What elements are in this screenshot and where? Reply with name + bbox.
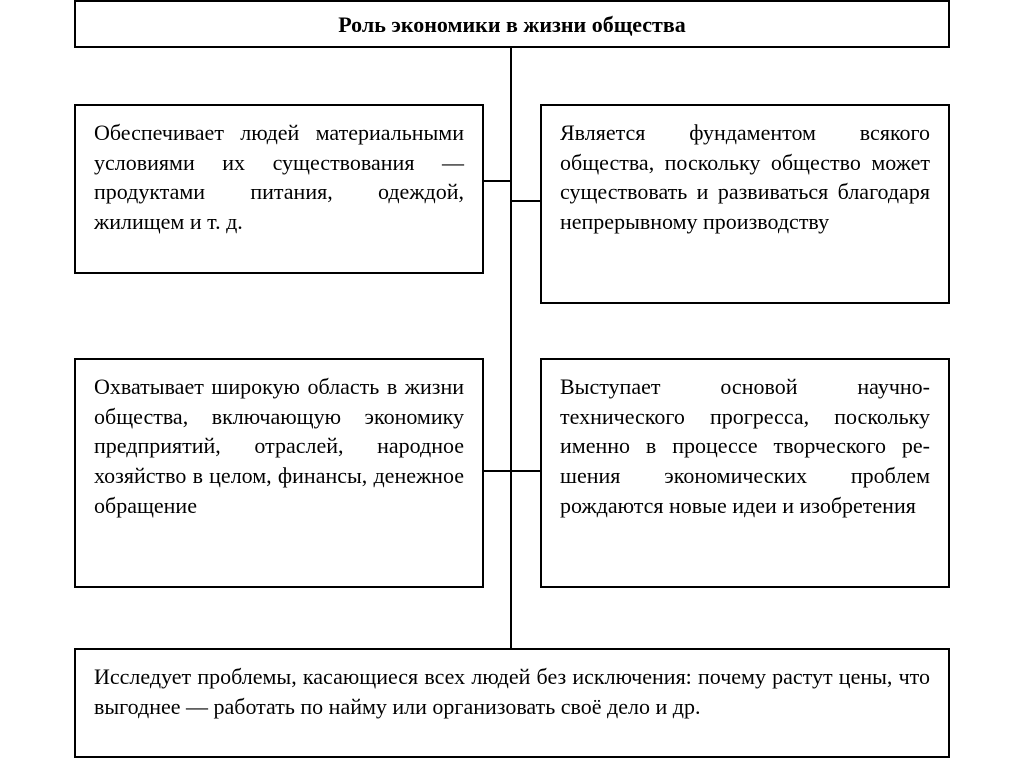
connector-to-top-right [512, 200, 540, 202]
box-broad-scope: Охватывает широкую об­ласть в жизни обще… [74, 358, 484, 588]
connector-to-top-left [484, 180, 512, 182]
box-scientific-progress: Выступает основой науч­но-технического п… [540, 358, 950, 588]
economy-role-diagram: Роль экономики в жизни общества Обеспечи… [0, 0, 1024, 767]
connector-spine [510, 48, 512, 648]
connector-to-bot-right [512, 470, 540, 472]
box-foundation-of-society: Является фундаментом всякого общества, п… [540, 104, 950, 304]
connector-to-bot-left [484, 470, 512, 472]
diagram-title-box: Роль экономики в жизни общества [74, 0, 950, 48]
box-universal-problems: Исследует проблемы, касающиеся всех люде… [74, 648, 950, 758]
box-provides-material-conditions: Обеспечивает людей мате­риальными услови… [74, 104, 484, 274]
